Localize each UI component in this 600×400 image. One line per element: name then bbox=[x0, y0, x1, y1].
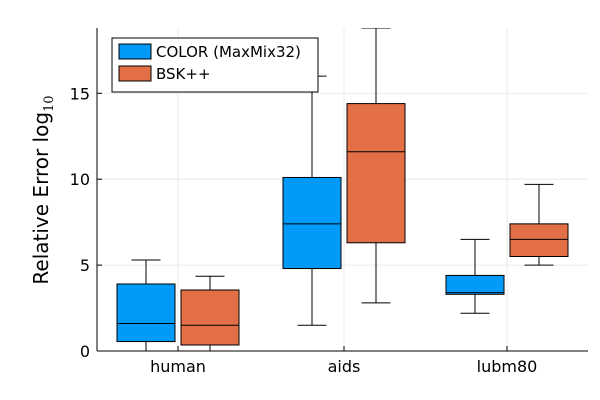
box-color-maxmix32--lubm80 bbox=[445, 238, 505, 314]
x-ticks: human aids lubm80 bbox=[150, 346, 537, 376]
box-color-maxmix32--human bbox=[116, 259, 176, 351]
y-tick-label: 10 bbox=[70, 170, 90, 189]
legend-label-1: BSK++ bbox=[156, 65, 211, 83]
legend-swatch-0 bbox=[118, 43, 152, 60]
iqr-box bbox=[445, 274, 505, 295]
y-axis-label: Relative Error log10 bbox=[29, 95, 57, 284]
box-bsk--aids bbox=[346, 28, 406, 304]
axes bbox=[96, 28, 588, 352]
legend: COLOR (MaxMix32) BSK++ bbox=[111, 37, 319, 93]
y-ticks: 0 5 10 15 bbox=[70, 84, 102, 361]
y-axis-title: Relative Error log10 bbox=[29, 95, 57, 284]
legend-swatch-1 bbox=[118, 65, 152, 82]
y-tick-label: 5 bbox=[80, 256, 90, 275]
y-tick-label: 15 bbox=[70, 84, 90, 103]
x-tick-label-lubm80: lubm80 bbox=[477, 357, 538, 376]
x-tick-label-aids: aids bbox=[328, 357, 361, 376]
iqr-box bbox=[116, 283, 176, 343]
iqr-box bbox=[346, 103, 406, 244]
box-bsk--lubm80 bbox=[509, 183, 569, 266]
y-axis-label-subscript: 10 bbox=[42, 95, 57, 112]
x-tick-label-human: human bbox=[150, 357, 206, 376]
box-series bbox=[116, 28, 569, 351]
iqr-box bbox=[180, 289, 240, 346]
y-tick-label: 0 bbox=[80, 342, 90, 361]
box-bsk--human bbox=[180, 275, 240, 351]
iqr-box bbox=[282, 176, 342, 270]
legend-label-0: COLOR (MaxMix32) bbox=[156, 43, 301, 61]
box-color-maxmix32--aids bbox=[282, 75, 342, 326]
iqr-box bbox=[509, 223, 569, 258]
